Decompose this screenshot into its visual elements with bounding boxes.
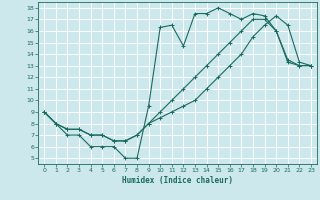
- X-axis label: Humidex (Indice chaleur): Humidex (Indice chaleur): [122, 176, 233, 185]
